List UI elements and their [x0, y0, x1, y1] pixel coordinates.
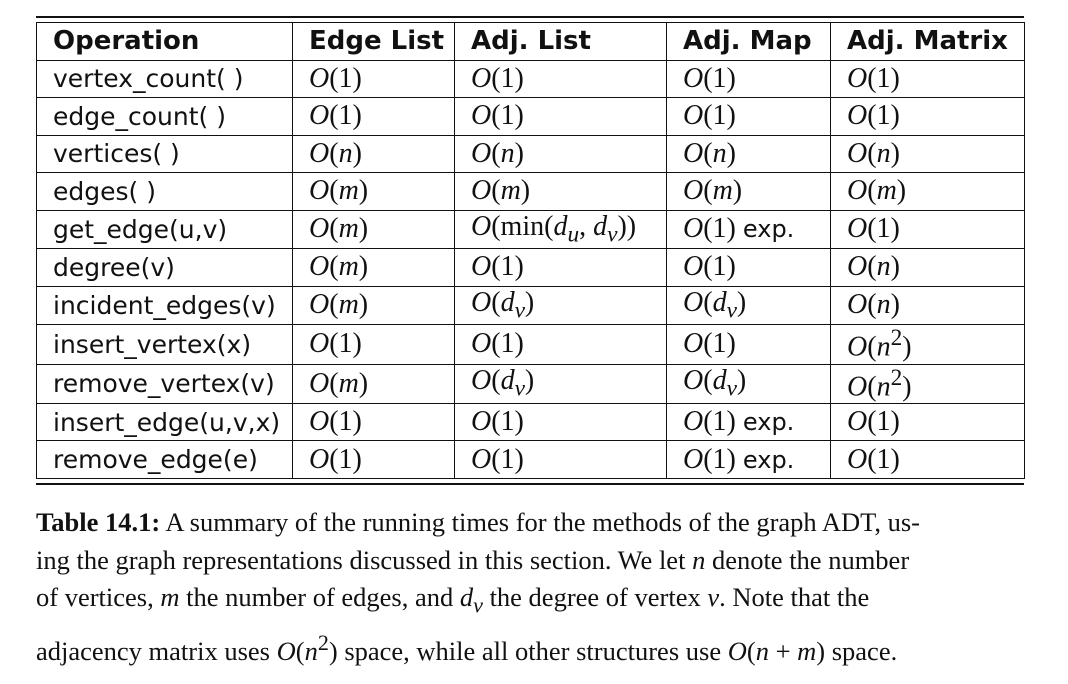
cell-edge-list: O(n)	[292, 134, 455, 173]
cell-adj-matrix: O(1)	[830, 402, 1025, 442]
cell-adj-matrix: O(1)	[830, 440, 1025, 479]
table-row: vertex_count( ) O(1) O(1) O(1) O(1)	[36, 59, 1025, 98]
cell-edge-list: O(m)	[292, 285, 455, 326]
cell-operation: remove_vertex(v)	[36, 363, 293, 404]
cell-adj-map: O(1) exp.	[666, 209, 831, 250]
cell-operation: degree(v)	[36, 248, 293, 287]
table-header-row: Operation Edge List Adj. List Adj. Map A…	[36, 22, 1025, 61]
caption-label: Table 14.1:	[36, 507, 161, 537]
cell-adj-matrix: O(m)	[830, 172, 1025, 211]
header-edge-list: Edge List	[292, 22, 455, 61]
table-row: insert_edge(u,v,x) O(1) O(1) O(1) exp. O(1)	[36, 402, 1025, 442]
table-row: incident_edges(v) O(m) O(dv) O(dv) O(n)	[36, 285, 1025, 326]
caption-line-4: adjacency matrix uses O(n2) space, while…	[36, 629, 898, 666]
cell-adj-map: O(1)	[666, 97, 831, 136]
cell-adj-map: O(m)	[666, 172, 831, 211]
cell-edge-list: O(1)	[292, 97, 455, 136]
cell-edge-list: O(1)	[292, 402, 455, 442]
cell-edge-list: O(m)	[292, 209, 455, 250]
cell-adj-matrix: O(1)	[830, 209, 1025, 250]
cell-adj-list: O(m)	[454, 172, 667, 211]
header-adj-map: Adj. Map	[666, 22, 831, 61]
cell-operation: vertices( )	[36, 134, 293, 173]
caption-line-3: of vertices, m the number of edges, and …	[36, 582, 870, 618]
table-bottom-rule	[36, 482, 1024, 485]
cell-edge-list: O(1)	[292, 59, 455, 98]
header-adj-list: Adj. List	[454, 22, 667, 61]
cell-operation: insert_edge(u,v,x)	[36, 402, 293, 442]
cell-operation: vertex_count( )	[36, 59, 293, 98]
cell-adj-list: O(n)	[454, 134, 667, 173]
caption-line-2: ing the graph representations discussed …	[36, 544, 910, 575]
cell-adj-list: O(min(du, dv))	[454, 209, 667, 250]
header-adj-matrix: Adj. Matrix	[830, 22, 1025, 61]
cell-operation: get_edge(u,v)	[36, 209, 293, 250]
cell-adj-map: O(1) exp.	[666, 440, 831, 479]
cell-adj-list: O(1)	[454, 402, 667, 442]
table-row: remove_edge(e) O(1) O(1) O(1) exp. O(1)	[36, 440, 1025, 479]
cell-adj-matrix: O(n2)	[830, 324, 1025, 365]
cell-adj-map: O(1)	[666, 59, 831, 98]
cell-adj-matrix: O(1)	[830, 97, 1025, 136]
cell-adj-list: O(1)	[454, 97, 667, 136]
cell-operation: edges( )	[36, 172, 293, 211]
complexity-table-block: Operation Edge List Adj. List Adj. Map A…	[36, 16, 1025, 485]
table-row: remove_vertex(v) O(m) O(dv) O(dv) O(n2)	[36, 363, 1025, 404]
cell-adj-map: O(n)	[666, 134, 831, 173]
cell-adj-matrix: O(n)	[830, 285, 1025, 326]
cell-operation: insert_vertex(x)	[36, 324, 293, 365]
cell-adj-matrix: O(n)	[830, 134, 1025, 173]
cell-adj-list: O(dv)	[454, 285, 667, 326]
table-row: edges( ) O(m) O(m) O(m) O(m)	[36, 172, 1025, 211]
table-row: edge_count( ) O(1) O(1) O(1) O(1)	[36, 97, 1025, 136]
cell-adj-list: O(1)	[454, 248, 667, 287]
cell-edge-list: O(m)	[292, 248, 455, 287]
caption-line-1: Table 14.1: A summary of the running tim…	[36, 504, 1028, 542]
cell-operation: edge_count( )	[36, 97, 293, 136]
table-row: vertices( ) O(n) O(n) O(n) O(n)	[36, 134, 1025, 173]
table-caption: Table 14.1: A summary of the running tim…	[36, 504, 1028, 670]
running-times-table: Operation Edge List Adj. List Adj. Map A…	[36, 22, 1025, 479]
cell-adj-matrix: O(1)	[830, 59, 1025, 98]
table-top-rule	[36, 16, 1024, 18]
cell-edge-list: O(m)	[292, 172, 455, 211]
cell-operation: remove_edge(e)	[36, 440, 293, 479]
cell-operation: incident_edges(v)	[36, 285, 293, 326]
cell-adj-matrix: O(n)	[830, 248, 1025, 287]
cell-adj-map: O(dv)	[666, 285, 831, 326]
cell-adj-matrix: O(n2)	[830, 363, 1025, 404]
table-row: get_edge(u,v) O(m) O(min(du, dv)) O(1) exp.…	[36, 209, 1025, 250]
header-operation: Operation	[36, 22, 293, 61]
table-row: insert_vertex(x) O(1) O(1) O(1) O(n2)	[36, 324, 1025, 365]
cell-adj-list: O(dv)	[454, 363, 667, 404]
cell-adj-map: O(1) exp.	[666, 402, 831, 442]
cell-adj-list: O(1)	[454, 59, 667, 98]
cell-adj-map: O(1)	[666, 248, 831, 287]
cell-adj-map: O(dv)	[666, 363, 831, 404]
cell-adj-list: O(1)	[454, 440, 667, 479]
cell-adj-map: O(1)	[666, 324, 831, 365]
table-row: degree(v) O(m) O(1) O(1) O(n)	[36, 248, 1025, 287]
cell-edge-list: O(m)	[292, 363, 455, 404]
cell-edge-list: O(1)	[292, 440, 455, 479]
cell-edge-list: O(1)	[292, 324, 455, 365]
caption-line-1-text: A summary of the running times for the m…	[160, 507, 920, 537]
cell-adj-list: O(1)	[454, 324, 667, 365]
